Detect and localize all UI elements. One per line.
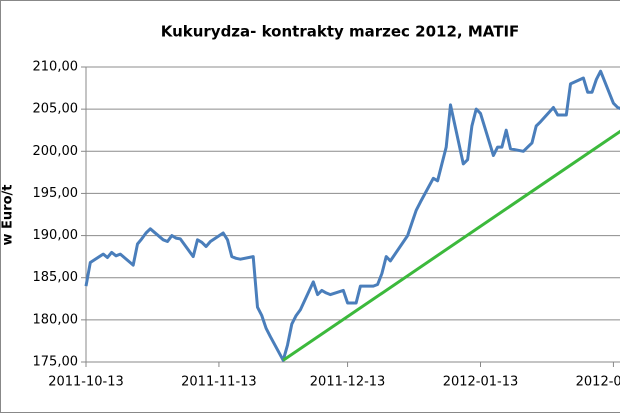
y-tick-label: 180,00 [33, 312, 79, 327]
x-tick-label: 2011-10-13 [48, 375, 124, 390]
y-tick-label: 175,00 [33, 355, 79, 370]
y-tick-label: 200,00 [33, 144, 79, 159]
x-tick-label: 2011-12-13 [310, 375, 386, 390]
data-line [84, 69, 620, 362]
data-line [282, 129, 620, 362]
x-tick-label: 2011-11-13 [181, 375, 257, 390]
x-tick-label: 2012-01-13 [443, 375, 519, 390]
y-tick-label: 210,00 [33, 60, 79, 75]
y-tick-label: 205,00 [33, 102, 79, 117]
y-tick-label: 185,00 [33, 270, 79, 285]
y-tick-label: 190,00 [33, 228, 79, 243]
y-axis-label: w Euro/t [1, 185, 16, 246]
x-tick-label: 2012-02-13 [576, 375, 620, 390]
y-tick-label: 195,00 [33, 186, 79, 201]
chart-title: Kukurydza- kontrakty marzec 2012, MATIF [161, 23, 520, 41]
